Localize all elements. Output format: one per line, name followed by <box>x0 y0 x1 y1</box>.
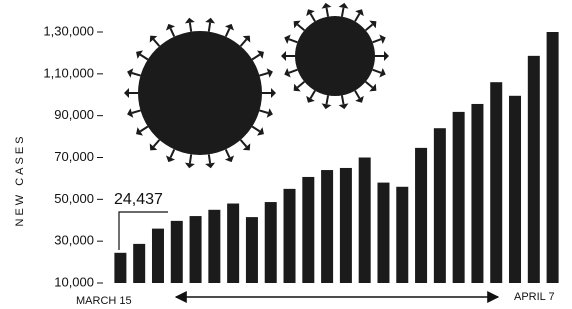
virus-spike <box>209 154 210 163</box>
virus-spike <box>289 70 297 73</box>
virus-spike <box>311 14 316 22</box>
virus-spike-tip <box>322 3 332 9</box>
virus-spike <box>289 39 297 42</box>
bar <box>340 168 352 283</box>
virus-spike <box>140 127 148 132</box>
virus-spike <box>190 154 191 163</box>
y-tick-label: 1,30,000 <box>43 23 94 38</box>
bar <box>246 217 258 283</box>
virus-spike-tip <box>205 163 215 169</box>
virus-spike-tip <box>339 103 349 109</box>
bar <box>190 216 202 283</box>
virus-spike-tip <box>281 51 286 61</box>
y-tick-label: 70,000 <box>54 149 94 164</box>
bar <box>171 221 183 283</box>
virus-spike <box>355 14 360 22</box>
bar <box>528 56 540 283</box>
y-tick-label: 1,10,000 <box>43 65 94 80</box>
virus-spike <box>241 140 247 147</box>
y-tick-label: 90,000 <box>54 107 94 122</box>
virus-spike <box>154 140 160 147</box>
virus-spike <box>259 110 268 113</box>
virus-spike <box>366 25 373 31</box>
start-label: MARCH 15 <box>76 295 132 307</box>
virus-spike <box>252 55 260 60</box>
y-axis-label: NEW CASES <box>14 133 26 226</box>
virus-spike-tip <box>384 51 389 61</box>
bar <box>152 229 164 283</box>
virus-spike-tip <box>205 18 215 24</box>
annotation: 24,437 <box>114 191 163 208</box>
virus-spike <box>241 39 247 46</box>
virus-spike <box>132 73 141 76</box>
bar <box>396 187 408 283</box>
chart: NEW CASES MARCH 15 APRIL 7 24,437 10,000… <box>0 0 572 309</box>
virus-spike <box>373 70 381 73</box>
virus-spike-tip <box>185 163 195 169</box>
bar <box>453 112 465 283</box>
end-label: APRIL 7 <box>514 291 555 303</box>
virus-illustrations <box>124 3 389 168</box>
bar <box>509 96 521 283</box>
virus-spike <box>140 55 148 60</box>
virus-body <box>295 16 375 96</box>
virus-spike <box>355 91 360 99</box>
virus-spike <box>226 28 230 36</box>
virus-spike <box>226 149 230 157</box>
virus-spike <box>154 39 160 46</box>
virus-spike <box>326 8 328 17</box>
bar <box>377 183 389 283</box>
bar <box>359 158 371 284</box>
bar <box>415 148 427 283</box>
virus-spike-tip <box>322 103 332 109</box>
virus-spike <box>342 95 344 104</box>
virus-spike <box>132 110 141 113</box>
virus-spike <box>342 8 344 17</box>
bar <box>284 189 296 283</box>
bar <box>114 253 126 283</box>
bar <box>302 177 314 283</box>
virus-spike <box>209 23 210 32</box>
virus-spike <box>171 28 175 36</box>
virus-spike <box>259 73 268 76</box>
y-tick-label: 50,000 <box>54 191 94 206</box>
virus-spike-tip <box>185 18 195 24</box>
virus-spike <box>252 127 260 132</box>
virus-spike <box>366 82 373 88</box>
virus-body <box>138 31 262 155</box>
bar <box>265 202 277 283</box>
bar <box>227 204 239 283</box>
virus-spike <box>373 39 381 42</box>
virus-spike-tip <box>339 3 349 9</box>
y-tick-label: 30,000 <box>54 233 94 248</box>
bar <box>133 244 145 283</box>
virus-spike <box>297 25 304 31</box>
bar <box>321 170 333 283</box>
bar <box>547 32 559 283</box>
virus-spike <box>171 149 175 157</box>
virus-spike <box>326 95 328 104</box>
virus-spike <box>190 23 191 32</box>
bar <box>434 128 446 283</box>
y-tick-label: 10,000 <box>54 274 94 289</box>
bar <box>471 104 483 283</box>
virus-spike <box>297 82 304 88</box>
virus-spike <box>311 91 316 99</box>
virus-spike-tip <box>124 88 129 98</box>
bar <box>208 210 220 283</box>
virus-spike-tip <box>271 88 276 98</box>
bar <box>490 82 502 283</box>
